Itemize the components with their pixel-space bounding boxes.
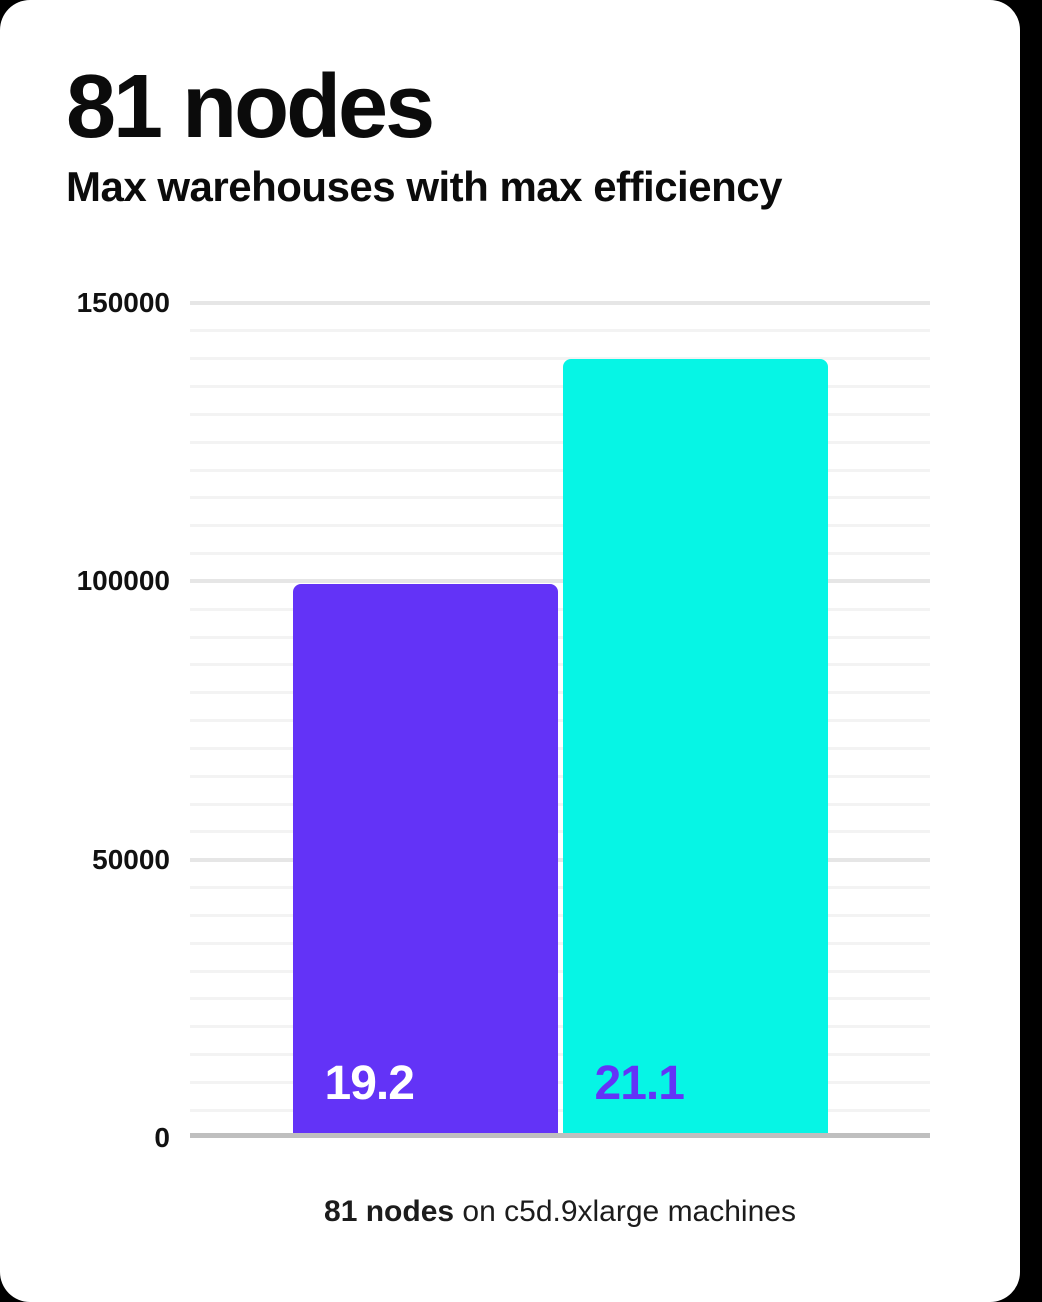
minor-gridline (190, 830, 930, 834)
minor-gridline (190, 802, 930, 806)
chart-caption: 81 nodes on c5d.9xlarge machines (190, 1192, 930, 1232)
minor-gridline (190, 746, 930, 750)
minor-gridline (190, 607, 930, 611)
major-gridline (190, 301, 930, 305)
minor-gridline (190, 719, 930, 722)
minor-gridline (190, 412, 930, 416)
minor-gridline (190, 774, 930, 778)
minor-gridline (190, 691, 930, 695)
page-subtitle: Max warehouses with max efficiency (66, 163, 782, 210)
minor-gridline (190, 552, 930, 555)
major-gridline (190, 579, 930, 584)
minor-gridline (190, 1080, 930, 1084)
caption-rest-text: on c5d.9xlarge machines (454, 1195, 796, 1228)
bar-value-label: 21.1 (594, 1057, 685, 1110)
bar-value-label: 19.2 (324, 1057, 415, 1110)
chart-card: 81 nodes Max warehouses with max efficie… (0, 0, 1020, 1302)
minor-gridline (190, 913, 930, 917)
minor-gridline (190, 329, 930, 333)
y-tick-label: 100000 (76, 565, 170, 597)
minor-gridline (190, 1108, 930, 1112)
y-tick-label: 150000 (76, 287, 170, 318)
minor-gridline (190, 941, 930, 945)
page-title: 81 nodes (66, 57, 435, 157)
major-gridline (190, 857, 930, 862)
minor-gridline (190, 997, 930, 1001)
minor-gridline (190, 524, 930, 528)
minor-gridline (190, 1025, 930, 1029)
minor-gridline (190, 635, 930, 639)
minor-gridline (190, 357, 930, 361)
minor-gridline (190, 1053, 930, 1056)
bar-19.2: 19.2 (292, 584, 558, 1134)
minor-gridline (190, 468, 930, 472)
bar-chart-plot-area: 19.2 21.1 (190, 301, 930, 1138)
minor-gridline (190, 440, 930, 444)
minor-gridline (190, 663, 930, 667)
minor-gridline (190, 496, 930, 500)
minor-gridline (190, 886, 930, 889)
minor-gridline (190, 969, 930, 973)
x-axis-line (190, 1133, 930, 1138)
y-tick-label: 0 (154, 1122, 170, 1153)
bar-21.1: 21.1 (562, 359, 828, 1134)
caption-bold-text: 81 nodes (324, 1195, 455, 1228)
minor-gridline (190, 385, 930, 388)
y-tick-label: 50000 (92, 843, 170, 875)
